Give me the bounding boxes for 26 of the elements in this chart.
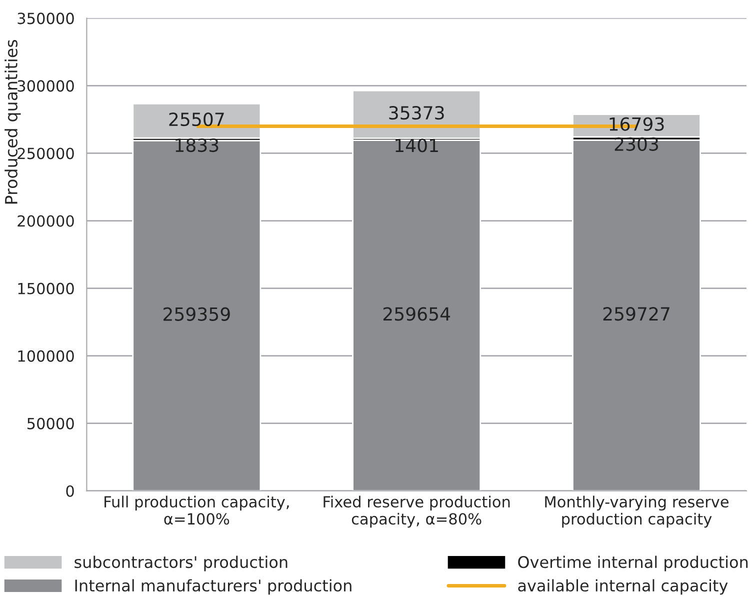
x-tick-label: Monthly-varying reserve production capacity (545, 496, 729, 528)
data-label: 25507 (169, 112, 224, 126)
y-tick-label: 350000 (18, 12, 74, 24)
data-label: 259727 (603, 307, 670, 321)
data-label: 259359 (164, 307, 230, 321)
y-tick-label: 200000 (18, 215, 74, 227)
legend-label: subcontractors' production (74, 556, 288, 572)
data-label: 259654 (383, 307, 450, 321)
legend-label: Internal manufacturers' production (75, 579, 352, 595)
bar (132, 102, 262, 139)
data-label: 35373 (389, 106, 444, 120)
y-tick-label: 0 (66, 485, 74, 497)
bar (572, 139, 701, 491)
data-label: 2303 (614, 137, 658, 151)
y-tick-label: 100000 (18, 350, 74, 362)
bar (132, 140, 262, 491)
x-tick-label: Full production capacity, α=100% (104, 496, 289, 525)
data-label: 16793 (610, 117, 664, 131)
data-label: 1833 (176, 138, 218, 152)
data-label: 1401 (396, 138, 438, 152)
bar (352, 140, 482, 491)
legend-label: Overtime internal production (518, 556, 748, 572)
y-tick-label: 50000 (27, 418, 74, 430)
legend-label: available internal capacity (518, 579, 728, 595)
y-tick-label: 150000 (18, 282, 74, 294)
x-tick-label: Fixed reserve production capacity, α=80% (324, 496, 510, 528)
